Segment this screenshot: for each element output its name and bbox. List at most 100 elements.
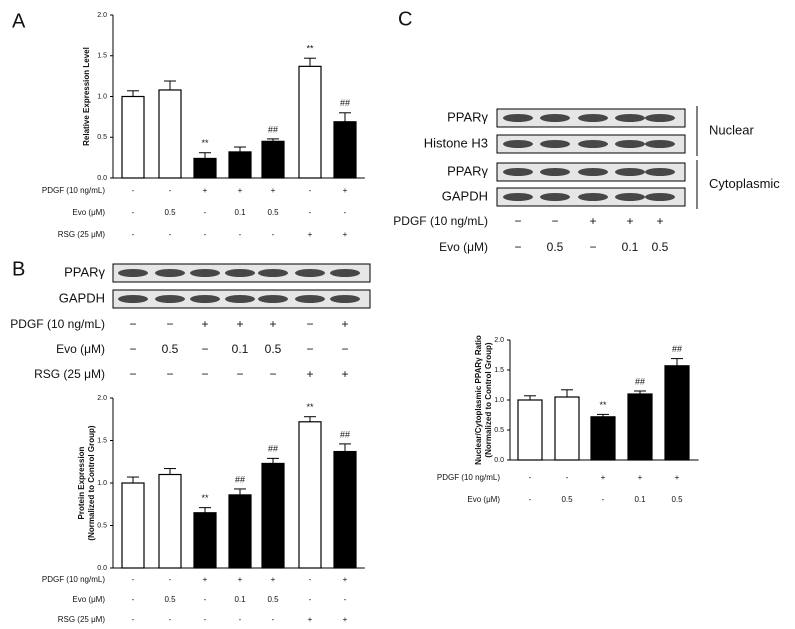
treatment-value: + xyxy=(638,473,643,482)
treatment-name: PDGF (10 ng/mL) xyxy=(42,575,105,584)
treatment-value: - xyxy=(132,575,135,584)
treatment-value: − xyxy=(306,342,313,356)
treatment-value: + xyxy=(238,575,243,584)
treatment-value: - xyxy=(132,595,135,604)
bar xyxy=(554,396,580,461)
y-tick-label: 1.0 xyxy=(494,397,504,404)
bar xyxy=(121,482,145,569)
blot-band xyxy=(258,269,288,277)
blot-band xyxy=(615,114,645,122)
treatment-value: - xyxy=(344,208,347,217)
bar xyxy=(193,512,217,569)
blot-band xyxy=(118,269,148,277)
y-tick-label: 0.5 xyxy=(97,134,107,141)
group-label: Cytoplasmic xyxy=(709,176,780,191)
treatment-value: − xyxy=(129,367,136,381)
blot-band xyxy=(540,168,570,176)
treatment-value: - xyxy=(602,495,605,504)
treatment-name: Evo (μM) xyxy=(72,208,105,217)
treatment-value: + xyxy=(308,615,313,624)
treatment-value: − xyxy=(129,317,136,331)
blot-band xyxy=(190,295,220,303)
treatment-name: Evo (μM) xyxy=(56,342,105,356)
treatment-value: - xyxy=(169,186,172,195)
blot-band xyxy=(258,295,288,303)
y-tick-label: 1.5 xyxy=(494,367,504,374)
blot-band xyxy=(330,269,360,277)
y-tick-label: 0.0 xyxy=(97,565,107,572)
bar xyxy=(333,121,357,179)
bar xyxy=(298,421,322,569)
treatment-value: − xyxy=(166,317,173,331)
treatment-value: - xyxy=(239,230,242,239)
blot-band xyxy=(540,114,570,122)
blot-row-label: GAPDH xyxy=(442,188,488,203)
treatment-value: − xyxy=(166,367,173,381)
y-tick-label: 1.0 xyxy=(97,480,107,487)
treatment-value: - xyxy=(309,575,312,584)
treatment-value: 0.5 xyxy=(561,495,573,504)
blot-band xyxy=(615,140,645,148)
treatment-value: + xyxy=(271,575,276,584)
y-axis-label: Protein Expression xyxy=(77,446,86,519)
bar xyxy=(158,473,182,569)
treatment-value: 0.1 xyxy=(634,495,646,504)
blot-band xyxy=(540,193,570,201)
treatment-value: - xyxy=(169,230,172,239)
blot-band xyxy=(503,168,533,176)
treatment-name: PDGF (10 ng/mL) xyxy=(42,186,105,195)
treatment-value: - xyxy=(169,575,172,584)
bar xyxy=(590,416,616,461)
blot-row-label: GAPDH xyxy=(59,290,105,305)
treatment-value: 0.5 xyxy=(162,342,179,356)
treatment-value: - xyxy=(239,615,242,624)
blot-band xyxy=(155,269,185,277)
y-tick-label: 1.0 xyxy=(97,93,107,100)
treatment-value: - xyxy=(566,473,569,482)
treatment-value: − xyxy=(551,214,558,228)
blot-band xyxy=(578,114,608,122)
blot-band xyxy=(503,140,533,148)
treatment-value: + xyxy=(341,317,348,331)
treatment-name: PDGF (10 ng/mL) xyxy=(10,317,105,331)
treatment-name: PDGF (10 ng/mL) xyxy=(393,214,488,228)
treatment-value: 0.1 xyxy=(234,595,246,604)
significance-label: ## xyxy=(340,429,350,439)
treatment-value: + xyxy=(306,367,313,381)
significance-label: ## xyxy=(672,344,682,354)
treatment-value: - xyxy=(132,186,135,195)
treatment-name: RSG (25 μM) xyxy=(34,367,105,381)
blot-band xyxy=(645,168,675,176)
treatment-value: 0.5 xyxy=(547,240,564,254)
treatment-value: − xyxy=(129,342,136,356)
treatment-value: + xyxy=(201,317,208,331)
treatment-value: - xyxy=(204,595,207,604)
treatment-value: + xyxy=(656,214,663,228)
treatment-value: − xyxy=(514,240,521,254)
y-tick-label: 0.0 xyxy=(494,457,504,464)
treatment-name: Evo (μM) xyxy=(439,240,488,254)
significance-label: ** xyxy=(201,138,209,148)
treatment-value: - xyxy=(132,230,135,239)
treatment-value: − xyxy=(306,317,313,331)
treatment-value: 0.5 xyxy=(164,208,176,217)
blot-band xyxy=(225,295,255,303)
panel-label: B xyxy=(12,258,25,280)
treatment-value: + xyxy=(343,186,348,195)
significance-label: ## xyxy=(235,474,245,484)
y-axis-label: (Normalized to Control Group) xyxy=(484,342,493,457)
blot-band xyxy=(540,140,570,148)
blot-row-label: Histone H3 xyxy=(424,135,488,150)
treatment-value: - xyxy=(344,595,347,604)
bar xyxy=(627,393,653,461)
blot-band xyxy=(615,168,645,176)
treatment-value: − xyxy=(269,367,276,381)
treatment-value: − xyxy=(341,342,348,356)
blot-band xyxy=(615,193,645,201)
treatment-name: RSG (25 μM) xyxy=(58,615,106,624)
y-tick-label: 2.0 xyxy=(97,395,107,402)
bar xyxy=(158,89,182,179)
treatment-value: 0.5 xyxy=(267,595,279,604)
y-tick-label: 0.5 xyxy=(494,427,504,434)
